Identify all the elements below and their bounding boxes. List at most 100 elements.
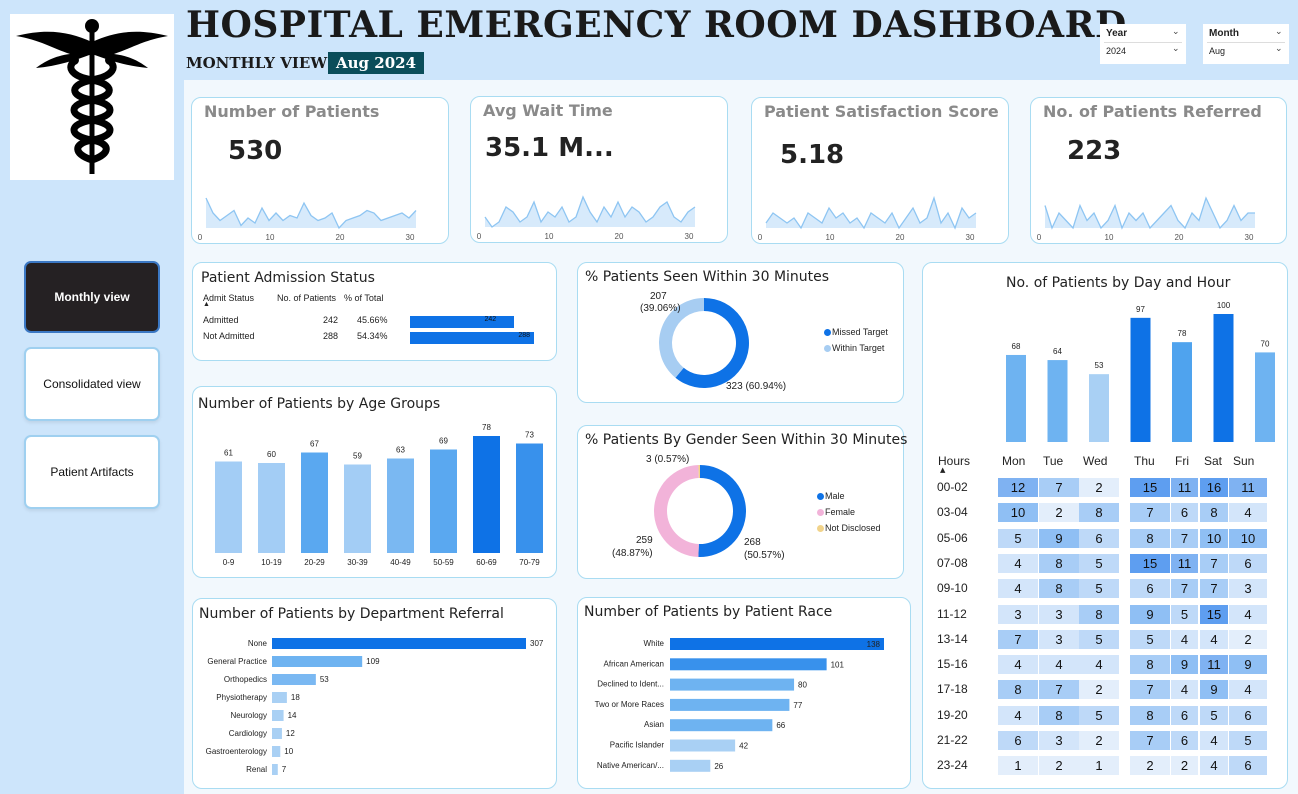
heatmap-cell[interactable]: 15 — [1200, 604, 1228, 624]
heatmap-cell[interactable]: 6 — [1130, 579, 1170, 599]
heatmap-cell[interactable]: 5 — [1079, 629, 1119, 649]
month-slicer[interactable]: Month ⌄ Aug ⌄ — [1203, 24, 1289, 64]
heatmap-cell[interactable]: 3 — [1229, 579, 1267, 599]
day-bar[interactable] — [1089, 374, 1109, 442]
heatmap-cell[interactable]: 15 — [1130, 478, 1170, 497]
race-bar[interactable] — [670, 658, 827, 671]
age-bar[interactable] — [516, 443, 543, 554]
heatmap-cell[interactable]: 9 — [1200, 680, 1228, 700]
race-bar[interactable] — [670, 698, 790, 711]
heatmap-cell[interactable]: 2 — [1130, 756, 1170, 776]
day-bar[interactable] — [1255, 352, 1275, 442]
heatmap-cell[interactable]: 8 — [1079, 604, 1119, 624]
day-bar[interactable] — [1006, 354, 1026, 442]
heatmap-cell[interactable]: 9 — [1229, 655, 1267, 675]
legend-missed-target[interactable]: Missed Target — [832, 327, 888, 337]
dept-bar[interactable] — [272, 746, 281, 757]
heatmap-cell[interactable]: 9 — [1171, 655, 1198, 675]
age-bar[interactable] — [258, 463, 285, 553]
heatmap-cell[interactable]: 7 — [1130, 731, 1170, 750]
dept-bar[interactable] — [272, 764, 278, 775]
heatmap-cell[interactable]: 5 — [1079, 553, 1119, 573]
heatmap-cell[interactable]: 9 — [1130, 604, 1170, 624]
col-header-count[interactable]: No. of Patients — [277, 293, 337, 303]
heatmap-cell[interactable]: 4 — [998, 579, 1038, 599]
age-bar[interactable] — [215, 461, 242, 554]
heatmap-cell[interactable]: 4 — [1171, 629, 1198, 649]
heatmap-cell[interactable]: 4 — [1039, 655, 1079, 675]
heatmap-cell[interactable]: 4 — [998, 655, 1038, 675]
nav-patient-artifacts-button[interactable]: Patient Artifacts — [24, 435, 160, 509]
heatmap-cell[interactable]: 11 — [1171, 478, 1198, 497]
dept-bar[interactable] — [272, 638, 526, 649]
heatmap-cell[interactable]: 3 — [1039, 731, 1079, 750]
heatmap-cell[interactable]: 4 — [998, 705, 1038, 725]
heatmap-cell[interactable]: 8 — [1200, 503, 1228, 523]
nav-consolidated-view-button[interactable]: Consolidated view — [24, 347, 160, 421]
chevron-down-icon[interactable]: ⌄ — [1172, 44, 1180, 54]
heatmap-cell[interactable]: 1 — [998, 756, 1038, 776]
heatmap-cell[interactable]: 3 — [1039, 629, 1079, 649]
heatmap-cell[interactable]: 6 — [1229, 705, 1267, 725]
dept-bar[interactable] — [272, 656, 363, 667]
col-header-status[interactable]: Admit Status — [203, 293, 255, 303]
gender-slice[interactable] — [654, 465, 699, 557]
heatmap-cell[interactable]: 8 — [1130, 528, 1170, 548]
col-header-pct[interactable]: % of Total — [344, 293, 384, 303]
race-bar[interactable] — [670, 719, 773, 732]
heatmap-cell[interactable]: 4 — [1079, 655, 1119, 675]
age-bar[interactable] — [344, 464, 371, 554]
heatmap-cell[interactable]: 5 — [1171, 604, 1198, 624]
heatmap-cell[interactable]: 6 — [1229, 553, 1267, 573]
heatmap-cell[interactable]: 2 — [1039, 756, 1079, 776]
heatmap-cell[interactable]: 7 — [1200, 579, 1228, 599]
heatmap-cell[interactable]: 7 — [1171, 579, 1198, 599]
heatmap-cell[interactable]: 4 — [1200, 756, 1228, 776]
heatmap-cell[interactable]: 11 — [1200, 655, 1228, 675]
heatmap-day-header[interactable]: Sun — [1233, 454, 1255, 468]
seen30-slice[interactable] — [675, 298, 749, 388]
heatmap-cell[interactable]: 5 — [1200, 705, 1228, 725]
heatmap-cell[interactable]: 10 — [998, 503, 1038, 523]
heatmap-cell[interactable]: 4 — [1229, 680, 1267, 700]
heatmap-day-header[interactable]: Mon — [1002, 454, 1026, 468]
gender-slice[interactable] — [698, 465, 700, 479]
heatmap-cell[interactable]: 4 — [1200, 731, 1228, 750]
heatmap-cell[interactable]: 6 — [998, 731, 1038, 750]
heatmap-cell[interactable]: 7 — [1200, 553, 1228, 573]
heatmap-cell[interactable]: 8 — [1039, 705, 1079, 725]
heatmap-cell[interactable]: 5 — [998, 528, 1038, 548]
gender-slice[interactable] — [698, 465, 746, 557]
heatmap-cell[interactable]: 7 — [1039, 478, 1079, 497]
heatmap-cell[interactable]: 4 — [998, 553, 1038, 573]
heatmap-cell[interactable]: 7 — [1039, 680, 1079, 700]
heatmap-cell[interactable]: 6 — [1171, 503, 1198, 523]
legend-within-target[interactable]: Within Target — [832, 343, 885, 353]
heatmap-cell[interactable]: 8 — [1039, 553, 1079, 573]
heatmap-cell[interactable]: 8 — [1039, 579, 1079, 599]
heatmap-cell[interactable]: 2 — [1171, 756, 1198, 776]
heatmap-cell[interactable]: 2 — [1229, 629, 1267, 649]
race-bar[interactable] — [670, 638, 884, 650]
heatmap-cell[interactable]: 5 — [1079, 579, 1119, 599]
heatmap-cell[interactable]: 16 — [1200, 478, 1228, 497]
heatmap-cell[interactable]: 5 — [1079, 705, 1119, 725]
day-bar[interactable] — [1172, 342, 1192, 442]
chevron-down-icon[interactable]: ⌄ — [1275, 44, 1283, 54]
heatmap-day-header[interactable]: Sat — [1204, 454, 1223, 468]
heatmap-cell[interactable]: 8 — [998, 680, 1038, 700]
heatmap-cell[interactable]: 11 — [1171, 553, 1198, 573]
age-bar[interactable] — [387, 458, 414, 554]
legend-male[interactable]: Male — [825, 491, 845, 501]
heatmap-cell[interactable]: 4 — [1229, 503, 1267, 523]
legend-female[interactable]: Female — [825, 507, 856, 517]
heatmap-cell[interactable]: 4 — [1171, 680, 1198, 700]
race-bar[interactable] — [670, 759, 711, 772]
heatmap-cell[interactable]: 5 — [1130, 629, 1170, 649]
heatmap-cell[interactable]: 15 — [1130, 553, 1170, 573]
heatmap-cell[interactable]: 3 — [998, 604, 1038, 624]
heatmap-cell[interactable]: 8 — [1130, 655, 1170, 675]
heatmap-day-header[interactable]: Tue — [1043, 454, 1064, 468]
day-bar[interactable] — [1130, 317, 1151, 442]
heatmap-cell[interactable]: 6 — [1171, 731, 1198, 750]
